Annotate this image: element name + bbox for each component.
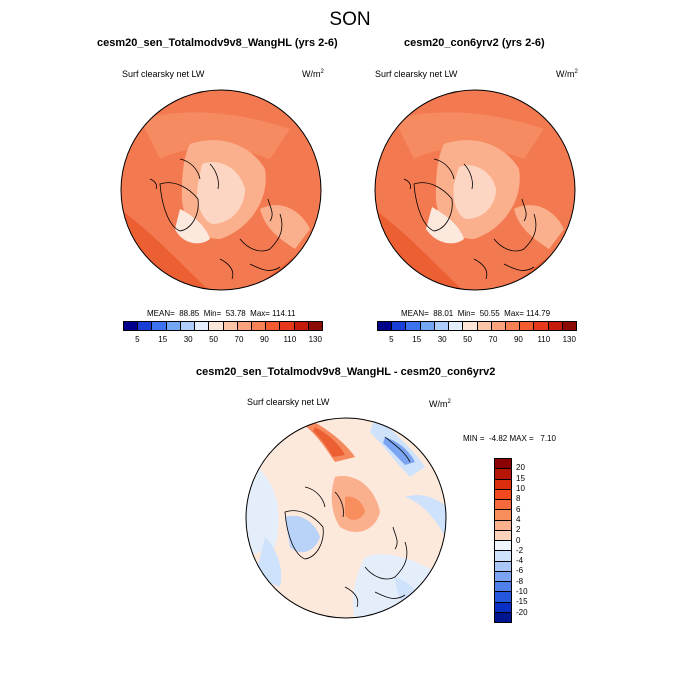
colorbar-swatch [378, 322, 393, 330]
colorbar-swatch [152, 322, 167, 330]
colorbar-swatch [166, 322, 181, 330]
colorbar-tick-label: 130 [308, 335, 322, 344]
colorbar-tick-label: -8 [516, 576, 524, 586]
colorbar-tick-label: 0 [516, 535, 521, 545]
colorbar-swatch [223, 322, 238, 330]
colorbar-swatch [495, 602, 511, 613]
colorbar-swatch [124, 322, 139, 330]
diff-panel-title: cesm20_sen_Totalmodv9v8_WangHL - cesm20_… [196, 366, 496, 378]
colorbar-tick-label: 20 [516, 463, 525, 473]
colorbar-tick-label: -2 [516, 545, 524, 555]
colorbar-tick-label: 4 [516, 514, 521, 524]
colorbar-swatch [495, 459, 511, 470]
colorbar-swatch [495, 561, 511, 572]
colorbar-tick-label: 5 [389, 335, 394, 344]
colorbar-swatch [495, 530, 511, 541]
colorbar-swatch [237, 322, 252, 330]
diff-units-label: W/m2 [429, 399, 451, 409]
colorbar-swatch [495, 571, 511, 582]
colorbar-swatch [495, 489, 511, 500]
colorbar-tick-label: 110 [283, 335, 297, 344]
colorbar-tick-label: 6 [516, 504, 521, 514]
right-colorbar [377, 321, 577, 331]
left-colorbar [123, 321, 323, 331]
colorbar-tick-label: 70 [234, 335, 244, 344]
colorbar-swatch [495, 541, 511, 552]
colorbar-swatch [534, 322, 549, 330]
colorbar-tick-label: 70 [488, 335, 498, 344]
colorbar-swatch [308, 322, 323, 330]
colorbar-swatch [505, 322, 521, 330]
colorbar-tick-label: 5 [135, 335, 140, 344]
colorbar-swatch [449, 322, 464, 330]
colorbar-tick-label: 50 [209, 335, 219, 344]
left-units-label: W/m2 [302, 69, 324, 79]
colorbar-swatch [195, 322, 210, 330]
colorbar-swatch [294, 322, 309, 330]
colorbar-swatch [138, 322, 153, 330]
colorbar-swatch [520, 322, 535, 330]
colorbar-swatch [434, 322, 450, 330]
colorbar-tick-label: -15 [516, 597, 528, 607]
colorbar-swatch [495, 592, 511, 603]
right-panel-title: cesm20_con6yrv2 (yrs 2-6) [404, 37, 545, 49]
colorbar-tick-label: 90 [513, 335, 523, 344]
colorbar-swatch [463, 322, 478, 330]
colorbar-swatch [495, 612, 511, 622]
colorbar-tick-label: -6 [516, 566, 524, 576]
colorbar-swatch [251, 322, 267, 330]
colorbar-tick-label: 15 [516, 473, 525, 483]
colorbar-swatch [562, 322, 577, 330]
colorbar-tick-label: 8 [516, 494, 521, 504]
colorbar-swatch [209, 322, 224, 330]
diff-variable-label: Surf clearsky net LW [247, 397, 330, 407]
colorbar-tick-label: -20 [516, 607, 528, 617]
left-stats: MEAN= 88.85 Min= 53.78 Max= 114.11 [147, 309, 296, 318]
colorbar-tick-label: 30 [437, 335, 447, 344]
colorbar-tick-label: 2 [516, 525, 521, 535]
colorbar-swatch [280, 322, 295, 330]
diff-colorbar-ticks: 20 15 10 8 6 4 2 0 -2 -4 -6 -8 -10 -15 -20 [516, 458, 556, 623]
colorbar-tick-label: 15 [412, 335, 422, 344]
colorbar-swatch [477, 322, 492, 330]
left-variable-label: Surf clearsky net LW [122, 69, 205, 79]
colorbar-tick-label: 30 [183, 335, 193, 344]
colorbar-swatch [495, 520, 511, 531]
colorbar-swatch [420, 322, 435, 330]
colorbar-swatch [495, 582, 511, 593]
colorbar-tick-label: 50 [463, 335, 473, 344]
colorbar-swatch [491, 322, 506, 330]
colorbar-tick-label: 10 [516, 483, 525, 493]
colorbar-swatch [495, 510, 511, 521]
diff-colorbar [494, 458, 512, 623]
colorbar-swatch [495, 469, 511, 480]
right-variable-label: Surf clearsky net LW [375, 69, 458, 79]
colorbar-swatch [180, 322, 196, 330]
main-title: SON [329, 9, 371, 30]
colorbar-tick-label: 90 [259, 335, 269, 344]
colorbar-tick-label: 15 [158, 335, 168, 344]
left-colorbar-ticks: 5 15 30 50 70 90 110 130 [123, 335, 323, 347]
colorbar-swatch [266, 322, 281, 330]
right-colorbar-ticks: 5 15 30 50 70 90 110 130 [377, 335, 577, 347]
right-polar-map [374, 89, 576, 291]
right-stats: MEAN= 88.01 Min= 50.55 Max= 114.79 [401, 309, 551, 318]
colorbar-swatch [495, 479, 511, 490]
colorbar-swatch [406, 322, 421, 330]
colorbar-tick-label: -4 [516, 556, 524, 566]
right-units-label: W/m2 [556, 69, 578, 79]
colorbar-tick-label: 110 [537, 335, 551, 344]
colorbar-tick-label: -10 [516, 587, 528, 597]
colorbar-swatch [495, 551, 511, 562]
diff-minmax: MIN = -4.82 MAX = 7.10 [463, 434, 556, 443]
colorbar-swatch [392, 322, 407, 330]
left-polar-map [120, 89, 322, 291]
colorbar-swatch [495, 500, 511, 511]
left-panel-title: cesm20_sen_Totalmodv9v8_WangHL (yrs 2-6) [97, 37, 338, 49]
colorbar-tick-label: 130 [562, 335, 576, 344]
colorbar-swatch [548, 322, 563, 330]
diff-polar-map [245, 417, 447, 619]
